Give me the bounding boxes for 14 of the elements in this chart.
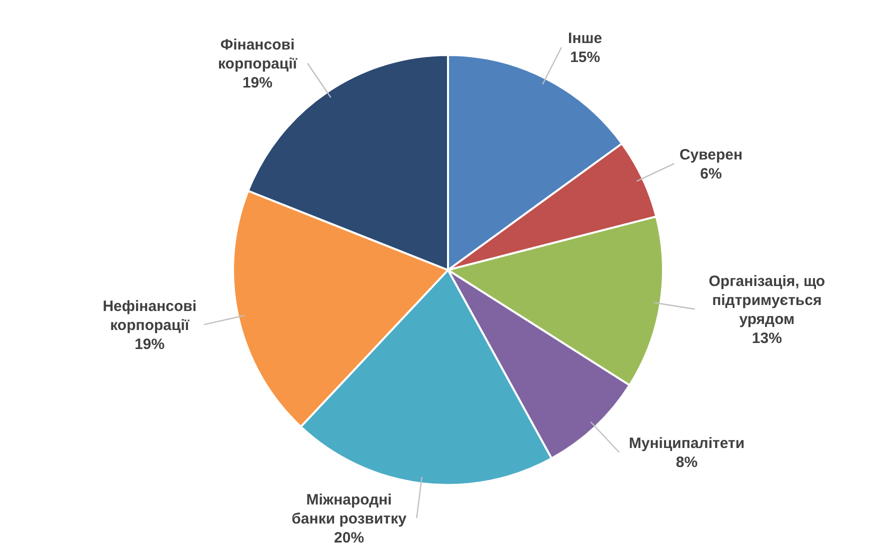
slice-label: Суверен [679, 146, 743, 164]
slice-label: Організація, що підтримується урядом [708, 272, 826, 328]
data-label: 19% [134, 336, 165, 353]
data-label: 13% [752, 330, 782, 347]
slice-label: Фінансові корпорації [218, 36, 298, 72]
slice-label: Інше [568, 30, 602, 47]
slice-label: Муніципалітети [628, 434, 745, 452]
data-label: 6% [700, 165, 722, 182]
slice-label: Нефінансові корпорації [102, 298, 197, 334]
slice-label: Міжнародні банки розвитку [292, 491, 408, 528]
data-label: 8% [676, 454, 698, 471]
data-label: 15% [570, 49, 600, 66]
data-label: 20% [334, 529, 364, 546]
data-label: 19% [242, 74, 272, 92]
